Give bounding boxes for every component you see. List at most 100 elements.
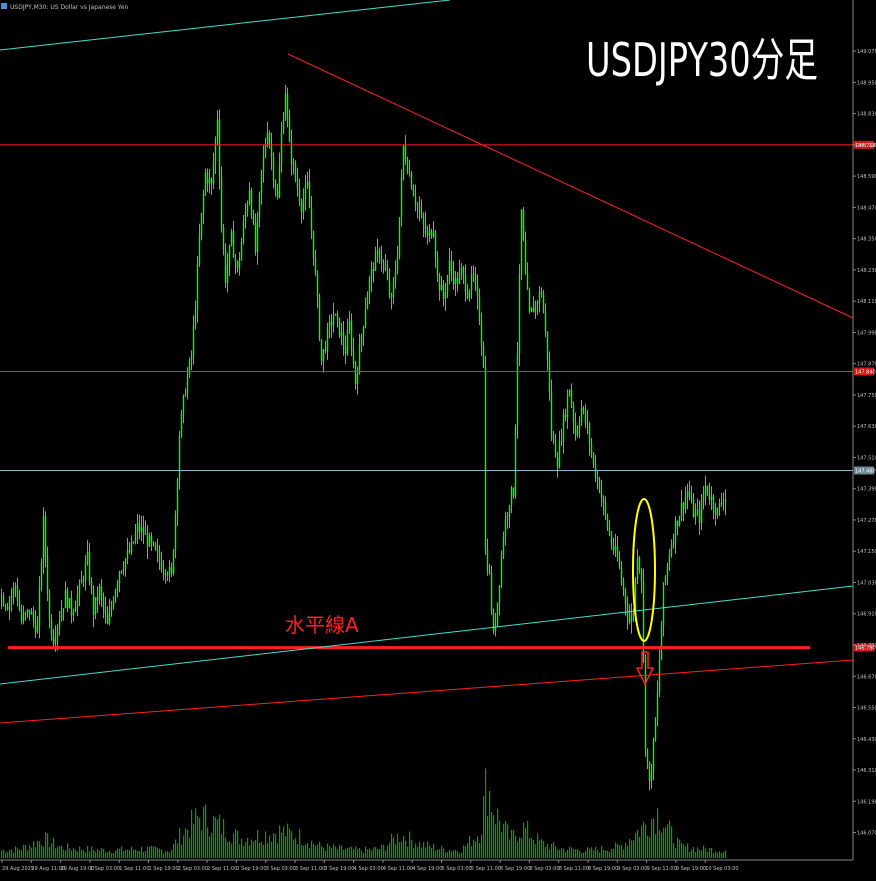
candle (156, 538, 159, 563)
candle (464, 264, 467, 302)
candle-body (70, 598, 73, 616)
candle (194, 300, 197, 330)
candle-body (78, 583, 81, 595)
volume-bar (305, 844, 307, 858)
candle (154, 542, 157, 551)
volume-bar (441, 845, 443, 858)
candle (654, 716, 657, 742)
price-tag-label: 148.714 (855, 143, 876, 149)
candle (640, 567, 643, 594)
candle (196, 256, 199, 323)
y-tick-label: 148.830 (857, 112, 876, 118)
candle (340, 322, 343, 346)
candle-body (170, 567, 173, 574)
volume-bar (487, 815, 489, 858)
candle (306, 171, 309, 189)
candle-body (308, 181, 311, 209)
volume-bar (11, 849, 13, 858)
candle (348, 311, 351, 334)
candle (222, 223, 225, 256)
candle (646, 748, 649, 770)
candle-body (436, 257, 439, 276)
candle (700, 494, 703, 531)
volume-bar (451, 851, 453, 858)
candle (344, 335, 347, 365)
volume-bar (555, 846, 557, 858)
volume-bar (291, 831, 293, 858)
volume-bar (507, 824, 509, 858)
volume-bar (569, 846, 571, 858)
candle (716, 507, 719, 519)
candle (548, 351, 551, 401)
volume-bar (593, 850, 595, 858)
candle (556, 451, 559, 478)
candle (260, 170, 263, 205)
candle (278, 152, 281, 199)
candle (254, 213, 257, 256)
volume-bar (597, 849, 599, 858)
candle-body (498, 585, 501, 603)
candle (384, 254, 387, 272)
candle (644, 654, 647, 757)
volume-bar (475, 841, 477, 858)
symbol-info: USDJPY,M30: US Dollar vs Japanese Yen (10, 4, 128, 11)
candle-body (148, 535, 151, 547)
candle (286, 87, 289, 128)
volume-bar (217, 819, 219, 858)
candle-body (342, 332, 345, 347)
candle (584, 404, 587, 428)
candle (630, 603, 633, 634)
candle (370, 261, 373, 292)
volume-bar (493, 815, 495, 858)
volume-bar (483, 795, 485, 858)
candle-body (484, 367, 487, 550)
candle (620, 561, 623, 586)
candle-body (640, 569, 643, 582)
volume-bar (723, 851, 725, 858)
candle-body (164, 571, 167, 576)
candle-body (704, 485, 707, 497)
candle (120, 570, 123, 575)
candle-body (132, 541, 135, 543)
volume-bar (331, 847, 333, 858)
candle-body (52, 635, 55, 644)
candle-body (642, 581, 645, 657)
volume-bar (139, 851, 141, 858)
volume-bar (391, 833, 393, 858)
candle (144, 520, 147, 535)
volume-bar (171, 849, 173, 858)
candle-body (362, 326, 365, 336)
candle-body (358, 344, 361, 374)
volume-bar (365, 846, 367, 858)
candle-body (654, 718, 657, 740)
y-tick-label: 148.590 (857, 174, 876, 180)
candle-body (328, 321, 331, 328)
candle (638, 555, 641, 574)
candle (478, 288, 481, 326)
candle (426, 225, 429, 245)
candle (446, 274, 449, 299)
volume-bar (105, 852, 107, 858)
candle (368, 275, 371, 305)
candle-body (312, 230, 315, 259)
volume-bar (143, 851, 145, 858)
candle-body (698, 509, 701, 524)
candle-body (608, 527, 611, 535)
candle-body (558, 441, 561, 468)
volume-bar (453, 850, 455, 858)
candle (522, 207, 525, 242)
volume-bar (223, 818, 225, 858)
candle (142, 515, 145, 545)
candle-body (430, 230, 433, 237)
candle-body (710, 496, 713, 500)
candle (258, 191, 261, 228)
volume-bar (601, 845, 603, 858)
candle-body (596, 477, 599, 479)
candle-body (432, 232, 435, 237)
candle (248, 182, 251, 206)
candle (282, 111, 285, 135)
volume-bar (275, 834, 277, 858)
candle-body (396, 257, 399, 272)
candle-body (36, 626, 39, 633)
candle (80, 570, 83, 584)
